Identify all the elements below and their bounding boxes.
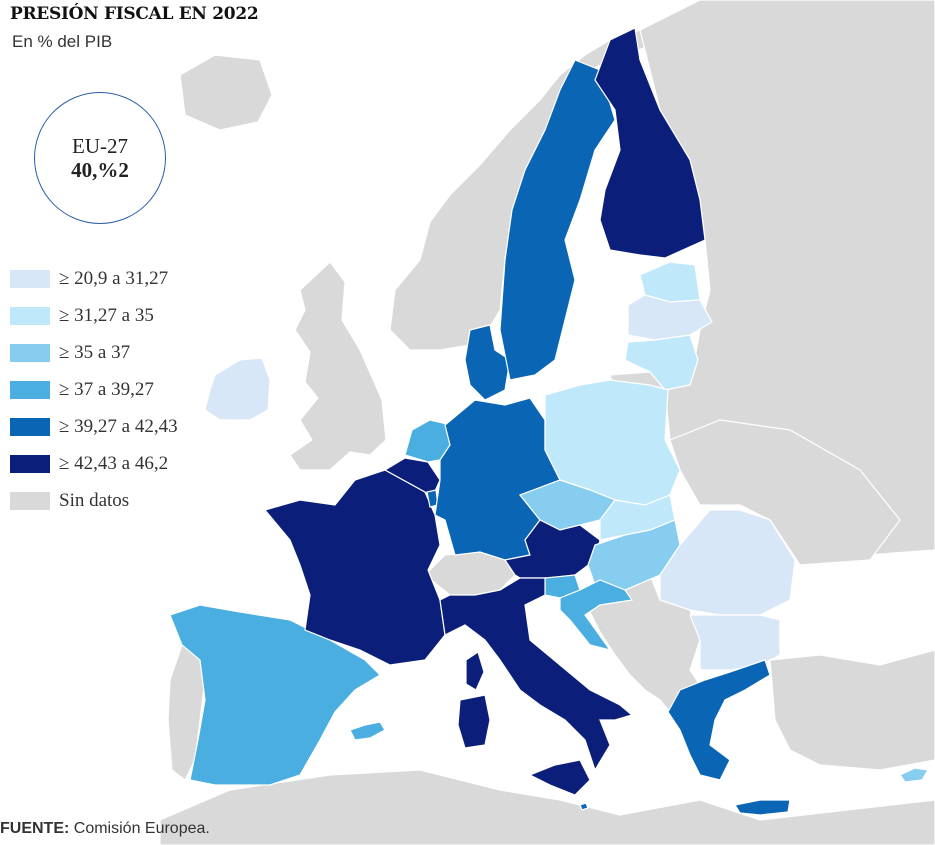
north-africa-land [159, 769, 935, 845]
legend-label: Sin datos [59, 489, 130, 511]
region-grecia-creta [734, 799, 791, 816]
map-legend: ≥ 20,9 a 31,27 ≥ 31,27 a 35 ≥ 35 a 37 ≥ … [10, 260, 178, 519]
legend-item: Sin datos [10, 482, 178, 519]
map-title: PRESIÓN FISCAL EN 2022 [10, 4, 259, 24]
legend-item: ≥ 42,43 a 46,2 [10, 445, 178, 482]
eu-average-label: EU-27 [72, 133, 128, 158]
legend-label: ≥ 20,9 a 31,27 [59, 267, 169, 289]
legend-label: ≥ 39,27 a 42,43 [59, 415, 178, 437]
legend-swatch [10, 491, 50, 510]
legend-swatch [10, 306, 50, 325]
legend-item: ≥ 20,9 a 31,27 [10, 260, 178, 297]
source-note: FUENTE: Comisión Europea. [0, 820, 210, 838]
map-subtitle: En % del PIB [12, 32, 113, 51]
region-letonia [627, 294, 713, 341]
non-eu-land [159, 0, 935, 845]
eu-average-badge: EU-27 40,%2 [34, 92, 166, 224]
region-francia-corcega [465, 651, 485, 691]
region-espana [169, 604, 381, 786]
great-britain-land [289, 261, 387, 471]
source-text: Comisión Europea. [69, 820, 210, 837]
eu-average-value: 40,%2 [71, 158, 129, 182]
legend-item: ≥ 35 a 37 [10, 334, 178, 371]
legend-swatch [10, 380, 50, 399]
region-malta [579, 802, 589, 811]
turkey-land [769, 649, 935, 771]
region-finlandia [594, 27, 706, 259]
legend-swatch [10, 454, 50, 473]
region-italia-sicilia [528, 759, 591, 796]
legend-swatch [10, 417, 50, 436]
region-italia [439, 577, 634, 772]
region-rumania [659, 509, 796, 616]
region-italia-cerdena [457, 694, 491, 749]
legend-label: ≥ 31,27 a 35 [59, 304, 154, 326]
region-lituania [624, 334, 699, 391]
legend-swatch [10, 343, 50, 362]
legend-item: ≥ 37 a 39,27 [10, 371, 178, 408]
legend-item: ≥ 39,27 a 42,43 [10, 408, 178, 445]
iceland-land [179, 54, 273, 131]
legend-item: ≥ 31,27 a 35 [10, 297, 178, 334]
region-chipre [899, 767, 929, 783]
region-croacia [559, 579, 634, 651]
legend-label: ≥ 42,43 a 46,2 [59, 452, 169, 474]
region-dinamarca [464, 324, 511, 401]
legend-label: ≥ 35 a 37 [59, 341, 131, 363]
legend-swatch [10, 269, 50, 288]
region-irlanda [204, 357, 271, 421]
region-grecia [667, 659, 771, 781]
legend-label: ≥ 37 a 39,27 [59, 378, 154, 400]
region-suecia [499, 59, 616, 381]
region-espana-baleares [349, 721, 386, 741]
ukraine-land [669, 419, 901, 566]
source-key: FUENTE: [0, 820, 70, 837]
region-bulgaria [689, 614, 781, 671]
